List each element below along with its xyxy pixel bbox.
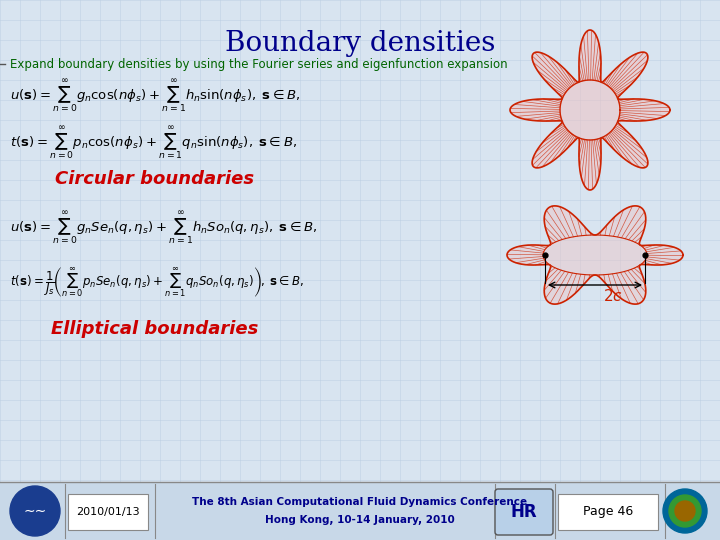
Circle shape (663, 489, 707, 533)
Text: $u(\mathbf{s}) = \sum_{n=0}^{\infty} g_n \cos(n\phi_s) + \sum_{n=1}^{\infty} h_n: $u(\mathbf{s}) = \sum_{n=0}^{\infty} g_n… (10, 78, 300, 116)
Text: Boundary densities: Boundary densities (225, 30, 495, 57)
Polygon shape (507, 206, 683, 304)
Text: ∼∼: ∼∼ (23, 504, 47, 518)
Bar (68, 494, 148, 530)
Circle shape (675, 501, 695, 521)
FancyBboxPatch shape (495, 489, 553, 535)
Circle shape (669, 495, 701, 527)
Text: Hong Kong, 10-14 January, 2010: Hong Kong, 10-14 January, 2010 (265, 515, 455, 525)
Text: $t(\mathbf{s}) = \dfrac{1}{J_s}\!\left(\sum_{n=0}^{\infty} p_n Se_n(q,\eta_s) + : $t(\mathbf{s}) = \dfrac{1}{J_s}\!\left(\… (10, 265, 304, 299)
Text: Page 46: Page 46 (583, 505, 633, 518)
Bar (0, 482, 720, 540)
Circle shape (10, 486, 60, 536)
Bar (558, 494, 658, 530)
Text: $u(\mathbf{s}) = \sum_{n=0}^{\infty} g_n Se_n(q,\eta_s) + \sum_{n=1}^{\infty} h_: $u(\mathbf{s}) = \sum_{n=0}^{\infty} g_n… (10, 210, 318, 247)
Text: Circular boundaries: Circular boundaries (55, 170, 255, 188)
Text: 2010/01/13: 2010/01/13 (76, 507, 140, 517)
Polygon shape (510, 30, 670, 190)
Text: Expand boundary densities by using the Fourier series and eigenfunction expansio: Expand boundary densities by using the F… (10, 58, 508, 71)
Text: $2c$: $2c$ (603, 288, 623, 304)
Text: $t(\mathbf{s}) = \sum_{n=0}^{\infty} p_n \cos(n\phi_s) + \sum_{n=1}^{\infty} q_n: $t(\mathbf{s}) = \sum_{n=0}^{\infty} p_n… (10, 125, 297, 163)
Text: HR: HR (510, 503, 537, 521)
Text: The 8th Asian Computational Fluid Dynamics Conference: The 8th Asian Computational Fluid Dynami… (192, 497, 528, 507)
Text: Elliptical boundaries: Elliptical boundaries (51, 320, 258, 338)
